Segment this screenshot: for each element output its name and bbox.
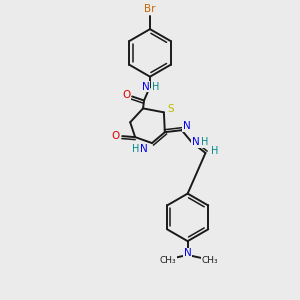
Text: CH₃: CH₃ [160,256,176,266]
Text: H: H [152,82,160,92]
Text: H: H [132,144,140,154]
Text: N: N [184,248,191,258]
Text: S: S [167,104,174,114]
Text: O: O [122,89,130,100]
Text: N: N [183,121,190,131]
Text: N: N [192,137,200,147]
Text: CH₃: CH₃ [201,256,218,266]
Text: N: N [142,82,150,92]
Text: H: H [201,137,208,147]
Text: Br: Br [144,4,156,14]
Text: N: N [140,144,148,154]
Text: O: O [111,131,119,141]
Text: H: H [211,146,218,156]
